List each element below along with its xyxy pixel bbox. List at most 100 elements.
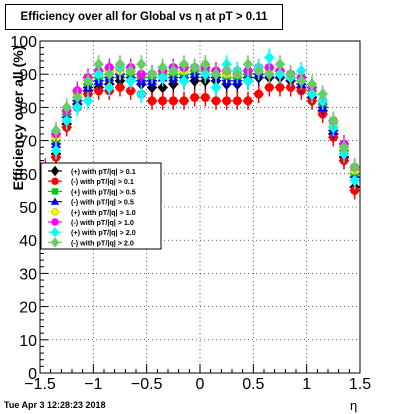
data-point [254,89,264,99]
data-point [243,74,253,87]
data-point [211,81,221,94]
data-point [328,114,339,127]
data-point [168,64,179,77]
y-tick-label: 20 [19,300,37,317]
data-point [157,71,168,84]
legend-label: (+) with pT/|q| > 2.0 [71,228,136,237]
data-point [275,58,285,71]
data-point [232,68,243,81]
data-point [211,96,221,106]
legend-label: (-) with pT/|q| > 1.0 [71,218,134,227]
legend-marker [51,208,59,216]
data-point [115,58,125,71]
data-point [349,161,360,174]
data-point [307,88,317,101]
data-point [157,61,168,74]
data-point [104,68,115,81]
y-tick-label: 60 [19,167,37,184]
data-point [158,96,168,106]
chart-title: Efficiency over all for Global vs η at p… [5,4,283,30]
data-point [72,101,83,114]
data-point [147,68,157,81]
legend-label: (+) with pT/|q| > 1.0 [71,208,136,217]
legend-marker [50,165,60,177]
data-point [200,68,211,81]
data-point [211,68,221,81]
legend-label: (+) with pT/|q| > 0.5 [71,187,136,196]
data-point [296,64,307,77]
data-point [93,68,104,81]
data-point [136,88,147,101]
y-tick-label: 10 [19,333,37,350]
data-point [83,94,93,107]
legend-entry-1: (+) with pT/|q| > 0.1 [48,165,136,177]
y-tick-label: 30 [19,266,37,283]
y-axis-label: Efficiency over all (%) [10,45,26,191]
y-tick-label: 50 [19,200,37,217]
y-tick-label: 0 [28,366,37,383]
y-tick-label: 100 [10,34,37,51]
data-point [157,81,168,94]
y-tick-label: 70 [19,134,37,151]
data-point [179,96,189,106]
legend-entry-3: (+) with pT/|q| > 0.5 [48,187,136,196]
data-point [200,92,210,102]
data-point [285,68,296,81]
data-point [136,58,147,71]
x-tick-label: 1.5 [349,376,371,393]
data-point [243,96,253,106]
data-point [147,96,157,106]
legend-entry-4: (-) with pT/|q| > 0.5 [48,197,134,207]
data-point [275,82,285,92]
data-point [179,58,189,71]
timestamp-footer: Tue Apr 3 12:28:23 2018 [4,400,106,410]
legend-marker [50,237,60,248]
data-point [296,74,307,87]
data-point [222,96,232,106]
axes: 0 10 20 30 40 50 60 70 80 90 100 −1.5 −1 −0.5 0 0.5 1 1.5 [10,34,371,393]
data-point [61,114,72,127]
data-point [243,58,253,71]
legend-entry-6: (-) with pT/|q| > 1.0 [48,218,134,227]
data-point [275,68,285,81]
data-point [125,74,136,87]
data-point [317,88,328,101]
data-point [307,78,317,91]
legend: (+) with pT/|q| > 0.1(-) with pT/|q| > 0… [40,162,162,250]
data-point [168,96,178,106]
x-tick-label: −0.5 [131,376,163,393]
legend-entry-8: (-) with pT/|q| > 2.0 [48,237,134,248]
legend-entry-2: (-) with pT/|q| > 0.1 [48,177,134,186]
series-8 [40,55,360,183]
data-point [264,68,275,81]
x-tick-label: −1.5 [24,376,56,393]
legend-marker [50,197,60,205]
x-axis-label: η [350,398,358,413]
legend-label: (+) with pT/|q| > 0.1 [71,167,136,176]
data-point [125,64,136,77]
legend-label: (-) with pT/|q| > 2.0 [71,238,134,247]
data-point [264,51,275,64]
legend-marker [51,188,59,195]
legend-label: (-) with pT/|q| > 0.1 [71,177,134,186]
legend-entry-5: (+) with pT/|q| > 1.0 [48,208,136,217]
y-tick-label: 90 [19,67,37,84]
x-tick-label: 0.5 [242,376,264,393]
legend-box [40,162,162,250]
legend-entry-7: (+) with pT/|q| > 2.0 [48,227,136,238]
data-point [115,82,125,92]
legend-label: (-) with pT/|q| > 0.5 [71,198,134,207]
data-point [83,74,93,87]
legend-marker [51,177,59,185]
plot-frame [39,40,361,374]
x-tick-label: 1 [302,376,311,393]
data-point [93,58,104,71]
data-point [200,58,211,71]
data-point [253,64,264,77]
data-point [51,124,61,137]
legend-marker [51,218,59,226]
data-point [189,61,200,74]
x-tick-label: 0 [196,376,205,393]
data-point [179,74,189,87]
